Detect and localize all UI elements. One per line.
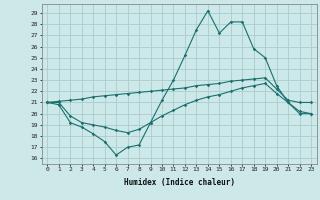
X-axis label: Humidex (Indice chaleur): Humidex (Indice chaleur)	[124, 178, 235, 187]
